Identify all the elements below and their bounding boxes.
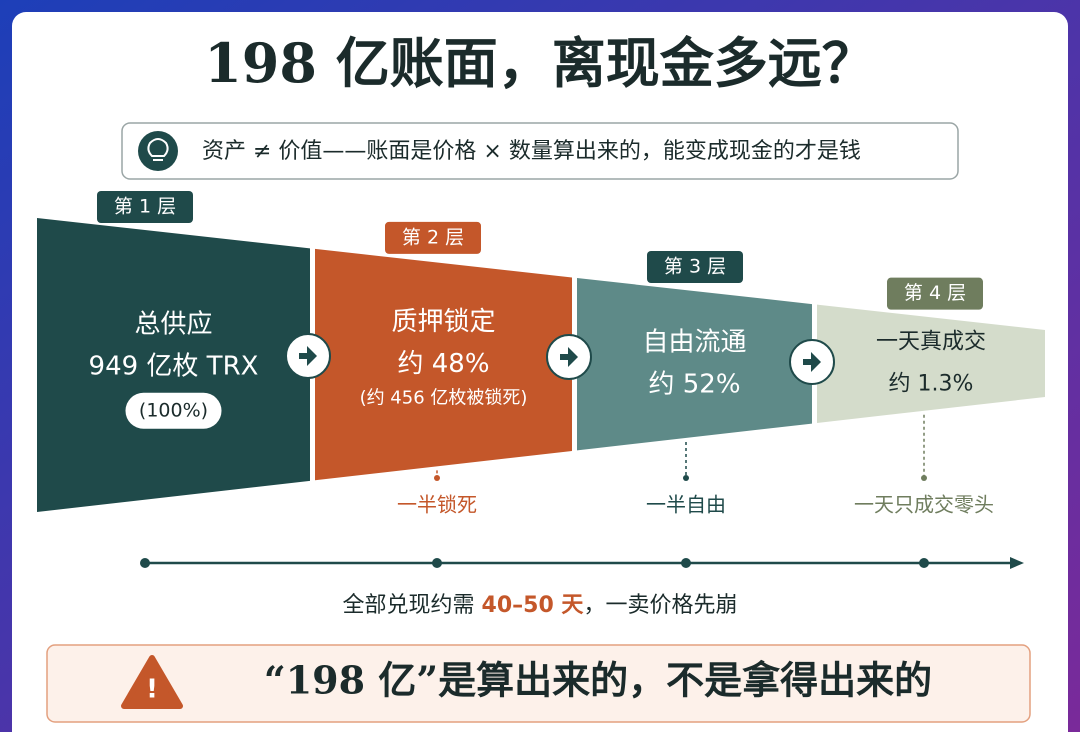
layer-text: 质押锁定 — [391, 307, 495, 337]
layer-badge — [647, 251, 743, 283]
timeline-text: 全部兑现约需 40–50 天，一卖价格先崩 — [343, 593, 738, 618]
timeline-dot — [140, 558, 150, 568]
timeline-dot — [919, 558, 929, 568]
funnel-segment — [817, 304, 1045, 424]
layer-badge-text: 第 2 层 — [402, 226, 464, 248]
layer-text: 一天真成交 — [876, 330, 986, 355]
subtitle-box — [121, 122, 959, 180]
layer-text: 总供应 — [134, 309, 212, 339]
subtitle: 资产 ≠ 价值——账面是价格 × 数量算出来的，能变成现金的才是钱 — [202, 139, 861, 164]
layer-text: 约 48% — [397, 349, 489, 379]
timeline-before: 全部兑现约需 — [343, 593, 482, 618]
arrow — [803, 352, 821, 372]
arrow — [299, 346, 317, 366]
layer-text: 约 1.3% — [889, 372, 974, 397]
layer-note: 一天只成交零头 — [854, 493, 994, 517]
title: 198 亿账面，离现金多远？ — [204, 31, 876, 95]
layer-badge-text: 第 4 层 — [904, 282, 966, 304]
layer-text: 949 亿枚 TRX — [89, 351, 259, 381]
bulb-shape — [147, 138, 169, 161]
warning-box — [46, 644, 1031, 723]
timeline-highlight: 40–50 天 — [482, 593, 585, 618]
note-dot — [921, 475, 927, 481]
layer-pill — [125, 392, 222, 429]
layer-badge — [887, 277, 983, 310]
funnel-segment — [37, 218, 310, 512]
layer-badge-text: 第 3 层 — [664, 256, 726, 278]
layer-badge — [385, 221, 481, 254]
timeline-arrow — [1010, 557, 1024, 569]
timeline-after: ，一卖价格先崩 — [583, 593, 737, 618]
layer-note: 一半自由 — [646, 493, 726, 517]
layer-badge — [97, 191, 193, 223]
note-dot — [434, 475, 440, 481]
layer-note: 一半锁死 — [397, 493, 477, 517]
layer-pill-text: (100%) — [139, 399, 208, 421]
layer-text: (约 456 亿枚被锁死) — [360, 387, 528, 408]
layer-text: 自由流通 — [642, 328, 746, 358]
warning-mark: ! — [146, 675, 158, 705]
funnel-segment — [577, 278, 812, 451]
arrow — [560, 347, 578, 367]
note-dot — [683, 475, 689, 481]
timeline-dot — [681, 558, 691, 568]
layer-text: 约 52% — [648, 370, 740, 400]
warning-text: “198 亿”是算出来的，不是拿得出来的 — [264, 658, 932, 703]
layer-badge-text: 第 1 层 — [114, 196, 176, 218]
timeline-dot — [432, 558, 442, 568]
warning-icon — [121, 655, 183, 709]
funnel-segment — [315, 248, 572, 481]
bulb-icon — [138, 131, 178, 171]
